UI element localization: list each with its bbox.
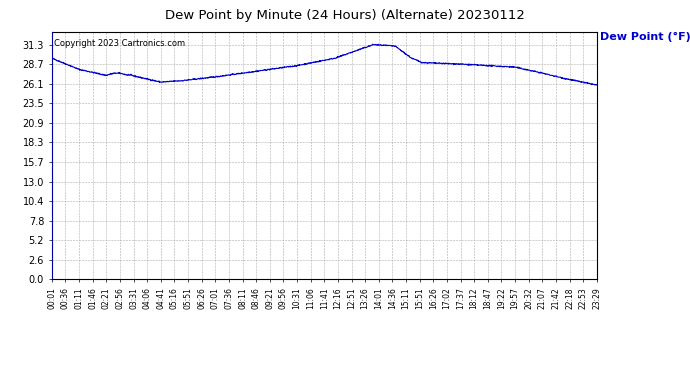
Text: Dew Point (°F): Dew Point (°F) [600, 32, 690, 42]
Text: Copyright 2023 Cartronics.com: Copyright 2023 Cartronics.com [55, 39, 186, 48]
Text: Dew Point by Minute (24 Hours) (Alternate) 20230112: Dew Point by Minute (24 Hours) (Alternat… [165, 9, 525, 22]
